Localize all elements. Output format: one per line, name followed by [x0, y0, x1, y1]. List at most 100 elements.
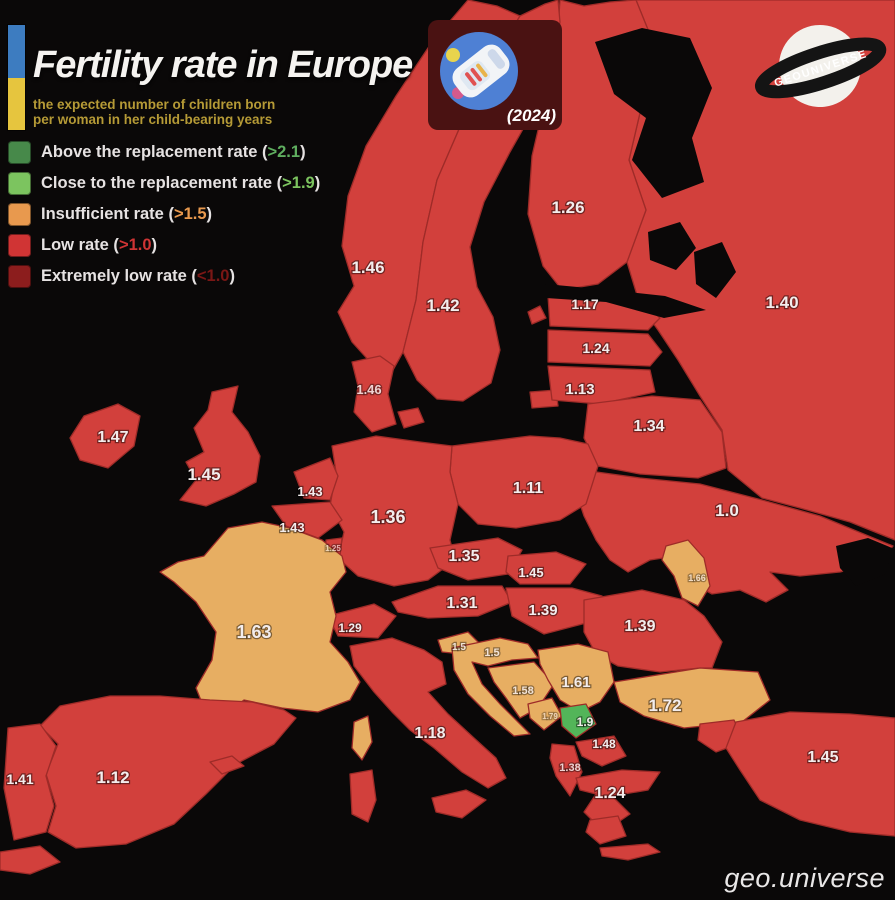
- country-value-label-belgium: 1.43: [279, 520, 304, 535]
- lake-ladoga: [648, 222, 696, 270]
- country-shape-denmark: [351, 355, 397, 433]
- country-shape-corsica: [351, 715, 373, 761]
- legend-label: Insufficient rate (>1.5): [41, 205, 213, 223]
- subtitle: the expected number of children born per…: [33, 97, 275, 127]
- country-value-label-north-macedonia: 1.48: [592, 737, 616, 751]
- country-value-label-romania: 1.39: [624, 618, 655, 635]
- country-shape-crete: [599, 843, 661, 861]
- country-shape-estonia-islands: [527, 305, 547, 325]
- legend-label: Extremely low rate (<1.0): [41, 267, 235, 285]
- country-shape-croatia: [451, 637, 539, 737]
- flag-yellow-stripe: [8, 77, 25, 130]
- country-shape-belarus: [583, 395, 727, 479]
- country-value-label-denmark: 1.46: [356, 382, 381, 397]
- country-shape-moldova: [661, 539, 711, 607]
- country-shape-peloponnese: [585, 815, 627, 845]
- legend-item: Insufficient rate (>1.5): [8, 203, 320, 226]
- country-shape-balearics: [209, 755, 245, 775]
- subtitle-line-1: the expected number of children born: [33, 97, 276, 112]
- country-value-label-portugal: 1.41: [6, 771, 33, 787]
- country-value-label-france: 1.63: [236, 622, 271, 642]
- country-value-label-spain: 1.12: [96, 768, 129, 787]
- country-value-label-poland: 1.11: [513, 480, 543, 497]
- country-shape-montenegro: [527, 697, 563, 731]
- country-shape-latvia: [547, 329, 663, 367]
- country-value-label-italy: 1.18: [414, 725, 445, 742]
- country-value-label-sweden: 1.42: [426, 296, 459, 315]
- country-value-label-montenegro: 1.79: [542, 712, 558, 721]
- country-shape-sicily: [431, 789, 487, 819]
- country-shape-albania: [549, 743, 583, 797]
- country-value-label-hungary: 1.39: [528, 602, 557, 619]
- country-value-label-netherlands: 1.43: [297, 484, 322, 499]
- country-shape-lithuania: [547, 365, 656, 405]
- country-shape-italy: [349, 637, 507, 789]
- credit-watermark: geo.universe: [724, 863, 885, 893]
- country-shape-greece: [575, 769, 661, 833]
- country-shape-denmark-islands: [397, 407, 425, 429]
- country-value-label-luxembourg: 1.25: [325, 544, 341, 553]
- legend-item: Above the replacement rate (>2.1): [8, 141, 320, 164]
- country-shape-bulgaria: [613, 667, 771, 729]
- country-value-label-czechia: 1.35: [448, 548, 479, 565]
- geouniverse-logo: GEOUNIVERSE: [752, 10, 888, 127]
- legend-item: Extremely low rate (<1.0): [8, 265, 320, 288]
- year-box: (2024): [428, 20, 562, 130]
- country-value-label-slovakia: 1.45: [518, 565, 543, 580]
- country-shape-uk: [179, 385, 261, 507]
- legend-swatch: [8, 234, 31, 257]
- country-value-label-greece: 1.24: [594, 785, 625, 802]
- sea-gulf-of-finland: [545, 284, 706, 318]
- page-title: Fertility rate in Europe: [33, 44, 413, 86]
- legend-label: Close to the replacement rate (>1.9): [41, 174, 321, 192]
- country-value-label-slovenia: 1.5: [452, 642, 466, 653]
- lake-onega: [694, 242, 736, 298]
- country-shape-serbia: [537, 643, 615, 713]
- country-value-label-croatia: 1.5: [484, 647, 499, 659]
- country-shape-north-macedonia: [575, 735, 627, 767]
- country-shape-slovakia: [505, 551, 587, 585]
- country-value-label-bulgaria: 1.72: [648, 696, 681, 715]
- country-value-label-kosovo: 1.9: [577, 715, 594, 729]
- country-value-label-uk: 1.45: [187, 465, 220, 484]
- flag-blue-stripe: [8, 25, 25, 78]
- country-value-label-moldova: 1.66: [688, 573, 706, 583]
- country-value-label-albania: 1.38: [559, 762, 580, 774]
- country-shape-coast-fragment: [0, 845, 61, 875]
- country-value-label-latvia: 1.24: [582, 340, 609, 356]
- country-value-label-turkey: 1.45: [807, 749, 838, 766]
- country-shape-sardinia: [349, 769, 377, 823]
- ukraine-flag-bar: [7, 24, 26, 131]
- country-shapes: [0, 0, 895, 875]
- country-value-label-austria: 1.31: [446, 595, 477, 612]
- year-label: (2024): [506, 106, 556, 125]
- planet-ring-logo-icon: GEOUNIVERSE: [754, 25, 887, 107]
- country-value-label-norway: 1.46: [351, 258, 384, 277]
- country-value-label-ukraine: 1.0: [715, 501, 739, 520]
- legend-label: Above the replacement rate (>2.1): [41, 143, 306, 161]
- country-value-labels: 1.46 1.42 1.26 1.46 1.17 1.24 1.13 1.40 1.34 1.0 1…: [5, 197, 840, 804]
- country-value-label-ireland: 1.47: [97, 429, 128, 446]
- country-shape-portugal: [3, 723, 57, 841]
- country-shape-turkey: [725, 711, 895, 837]
- country-shape-switzerland: [327, 603, 397, 639]
- legend-swatch: [8, 141, 31, 164]
- subtitle-line-2: per woman in her child-bearing years: [33, 112, 273, 127]
- country-shape-austria: [391, 585, 513, 619]
- legend: Above the replacement rate (>2.1) Close t…: [8, 141, 320, 296]
- country-shape-ukraine: [575, 469, 894, 603]
- country-shape-france: [159, 521, 361, 713]
- country-value-label-bosnia: 1.58: [512, 685, 533, 697]
- sea-of-azov: [836, 538, 892, 586]
- legend-label: Low rate (>1.0): [41, 236, 158, 254]
- legend-swatch: [8, 203, 31, 226]
- sea-white-sea: [595, 28, 712, 198]
- country-value-label-finland: 1.26: [551, 198, 584, 217]
- sea-overlays: [545, 28, 892, 586]
- legend-swatch: [8, 265, 31, 288]
- country-value-label-estonia: 1.17: [571, 296, 598, 312]
- country-shape-netherlands: [293, 457, 339, 501]
- country-shape-belgium: [271, 501, 343, 539]
- country-value-label-lithuania: 1.13: [565, 381, 594, 398]
